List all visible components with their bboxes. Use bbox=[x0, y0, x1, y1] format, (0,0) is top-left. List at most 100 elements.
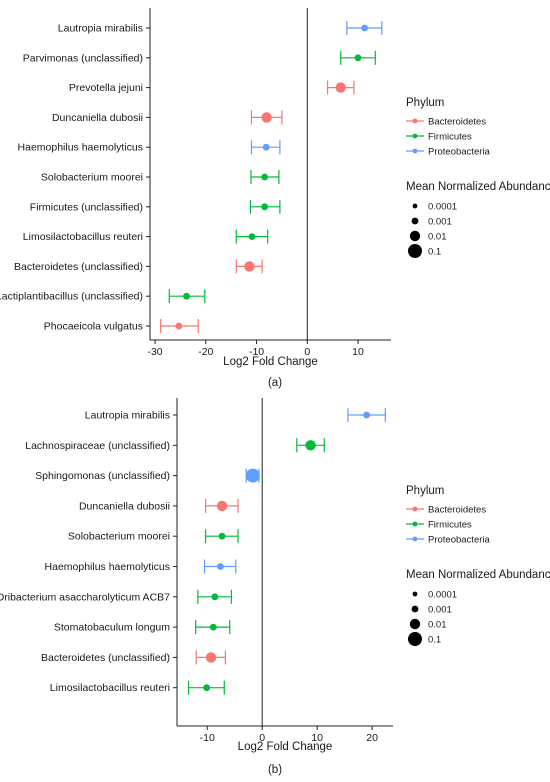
data-point bbox=[361, 24, 369, 32]
data-point bbox=[261, 203, 269, 211]
legend-size-dot bbox=[412, 591, 418, 597]
data-point bbox=[209, 623, 217, 631]
y-tick-label: Firmicutes (unclassified) bbox=[30, 201, 143, 213]
data-point-group bbox=[249, 199, 281, 214]
legend-key-dot bbox=[412, 133, 418, 139]
data-point bbox=[261, 112, 272, 123]
legend-size-label: 0.001 bbox=[428, 217, 452, 228]
data-point bbox=[262, 143, 270, 151]
data-point bbox=[183, 292, 190, 300]
data-point-group bbox=[250, 170, 280, 184]
x-axis-title: Log2 Fold Change bbox=[223, 356, 318, 368]
data-point bbox=[245, 468, 260, 483]
legend-size-dot bbox=[412, 203, 418, 209]
data-point bbox=[216, 500, 228, 512]
panel-2: -10 0 10 20 Log2 Fold Change (b) Lautropia mir… bbox=[0, 398, 550, 776]
x-tick-label: -20 bbox=[198, 346, 213, 358]
data-point bbox=[354, 54, 362, 62]
x-tick-label: -30 bbox=[147, 346, 162, 358]
legend-size-dot bbox=[411, 217, 419, 225]
legend-size-label: 0.1 bbox=[428, 247, 441, 258]
data-point bbox=[363, 411, 371, 419]
y-tick-label: Solobacterium moorei bbox=[68, 531, 170, 543]
data-point-group bbox=[250, 140, 281, 155]
legend-size-dot bbox=[409, 230, 421, 242]
y-tick-label: Limosilactobacillus reuteri bbox=[50, 682, 170, 694]
y-tick-label: Phocaeicola vulgatus bbox=[44, 321, 143, 333]
legend-title-phylum: Phylum bbox=[406, 485, 444, 497]
legend-label-bacteroidetes: Bacteroidetes bbox=[428, 505, 486, 516]
data-point bbox=[211, 593, 219, 601]
data-point bbox=[335, 82, 346, 93]
data-point-group bbox=[160, 319, 199, 333]
y-tick-label: Sphingomonas (unclassified) bbox=[35, 470, 170, 482]
data-point bbox=[175, 322, 183, 330]
panel-1: -30 -20 -10 0 10 Log2 Fold Change (a) Lautropia… bbox=[0, 8, 550, 389]
x-tick-label: 10 bbox=[311, 732, 323, 744]
data-point-group bbox=[235, 229, 269, 244]
legend-key-dot bbox=[412, 521, 418, 527]
data-point bbox=[218, 532, 226, 540]
data-point-group bbox=[204, 498, 239, 513]
data-point bbox=[305, 440, 316, 451]
data-point-group bbox=[195, 620, 231, 635]
legend-size-label: 0.01 bbox=[428, 232, 447, 243]
data-point bbox=[261, 173, 269, 181]
legend-title-abundance: Mean Normalized Abundance bbox=[406, 569, 550, 581]
data-point-group bbox=[195, 650, 226, 665]
legend: Phylum Bacteroidetes Firmicutes Proteobacte… bbox=[406, 97, 550, 258]
legend-size-dot bbox=[411, 605, 419, 613]
y-tick-label: Lactiplantibacillus (unclassified) bbox=[0, 291, 143, 303]
legend-size-label: 0.0001 bbox=[428, 590, 457, 601]
y-tick-label: Duncaniella dubosii bbox=[79, 500, 170, 512]
data-point-group bbox=[204, 529, 239, 544]
legend-label-firmicutes: Firmicutes bbox=[428, 132, 472, 143]
legend: Phylum Bacteroidetes Firmicutes Proteobacte… bbox=[406, 485, 550, 646]
legend-key-dot bbox=[412, 506, 418, 512]
data-point-group bbox=[187, 680, 225, 695]
data-point-group bbox=[245, 468, 260, 483]
legend-size-dot bbox=[408, 632, 422, 646]
legend-size-dot bbox=[409, 618, 421, 630]
legend-label-proteobacteria: Proteobacteria bbox=[428, 147, 491, 158]
data-point bbox=[203, 684, 211, 692]
y-tick-label: Stomatobaculum longum bbox=[54, 622, 170, 634]
legend-size-label: 0.0001 bbox=[428, 202, 457, 213]
x-tick-label: 10 bbox=[352, 346, 364, 358]
legend-size-label: 0.1 bbox=[428, 635, 441, 646]
y-tick-label: Lautropia mirabilis bbox=[58, 23, 143, 35]
y-tick-label: Prevotella jejuni bbox=[69, 82, 143, 94]
x-tick-label: -10 bbox=[200, 732, 215, 744]
data-point-group bbox=[197, 589, 233, 604]
legend-key-dot bbox=[412, 536, 418, 542]
data-point-group bbox=[347, 408, 386, 422]
legend-label-bacteroidetes: Bacteroidetes bbox=[428, 117, 486, 128]
data-point-group bbox=[340, 50, 376, 65]
legend-key-dot bbox=[412, 148, 418, 154]
panel-label: (b) bbox=[268, 764, 282, 776]
legend-label-firmicutes: Firmicutes bbox=[428, 520, 472, 531]
data-point bbox=[217, 563, 224, 570]
data-point-group bbox=[346, 21, 383, 35]
y-tick-label: Parvimonas (unclassified) bbox=[23, 52, 143, 64]
y-tick-label: Solobacterium moorei bbox=[41, 172, 143, 184]
data-point-group bbox=[296, 438, 325, 453]
legend-size-label: 0.001 bbox=[428, 605, 452, 616]
x-tick-label: -10 bbox=[249, 346, 264, 358]
data-point bbox=[244, 261, 255, 272]
legend-size-label: 0.01 bbox=[428, 620, 447, 631]
y-tick-label: Haemophilus haemolyticus bbox=[45, 561, 170, 573]
y-tick-label: Haemophilus haemolyticus bbox=[18, 142, 143, 154]
legend-title-phylum: Phylum bbox=[406, 97, 444, 109]
y-tick-label: Lachnospiraceae (unclassified) bbox=[25, 440, 170, 452]
y-tick-label: Lautropia mirabilis bbox=[85, 410, 170, 422]
x-tick-label: 0 bbox=[304, 346, 310, 358]
y-tick-label: Limosilactobacillus reuteri bbox=[23, 231, 143, 243]
y-tick-label: Duncaniella dubosii bbox=[52, 112, 143, 124]
panel-label: (a) bbox=[268, 377, 282, 389]
data-point-group bbox=[250, 110, 283, 125]
x-tick-label: 20 bbox=[366, 732, 378, 744]
x-axis-title: Log2 Fold Change bbox=[238, 741, 333, 753]
y-tick-label: Bacteroidetes (unclassified) bbox=[41, 652, 170, 664]
